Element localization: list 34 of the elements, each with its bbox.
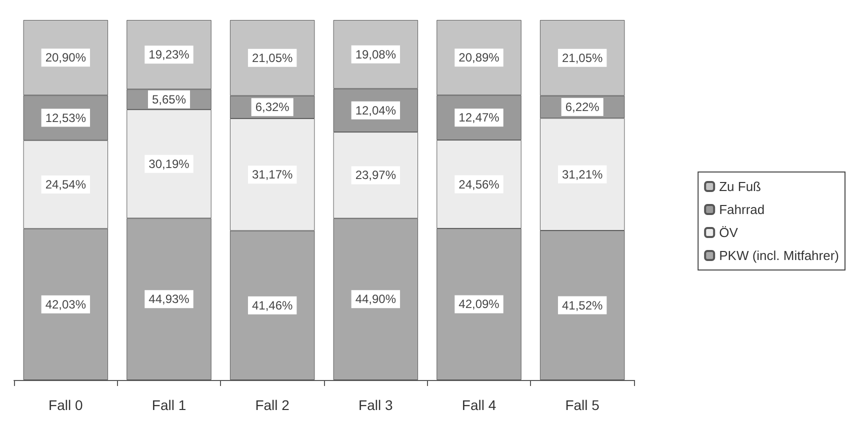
data-label: 24,54% — [45, 178, 86, 192]
x-tick-label: Fall 5 — [565, 397, 600, 413]
x-tick-label: Fall 1 — [152, 397, 186, 413]
data-label: 19,08% — [355, 47, 396, 62]
data-label: 21,05% — [562, 50, 604, 65]
data-label: 42,09% — [458, 297, 500, 312]
legend-label: PKW (incl. Mitfahrer) — [719, 248, 840, 263]
data-label: 12,04% — [355, 103, 396, 118]
x-tick-label: Fall 2 — [255, 397, 290, 413]
data-label: 6,22% — [565, 100, 600, 114]
data-label: 6,32% — [255, 100, 290, 114]
data-label: 21,05% — [252, 50, 294, 65]
legend-label: Fahrrad — [719, 202, 765, 217]
data-label: 42,03% — [45, 297, 86, 312]
data-label: 30,19% — [148, 156, 190, 171]
data-label: 12,53% — [45, 110, 86, 125]
data-label: 31,21% — [562, 167, 604, 182]
data-label: 24,56% — [458, 177, 500, 192]
data-label: 19,23% — [148, 48, 190, 62]
legend-label: ÖV — [719, 225, 738, 240]
data-label: 12,47% — [458, 110, 500, 125]
data-label: 41,52% — [562, 298, 604, 312]
x-tick-label: Fall 4 — [462, 397, 496, 413]
x-tick-label: Fall 0 — [48, 397, 83, 413]
data-label: 23,97% — [355, 168, 396, 182]
x-tick-label: Fall 3 — [358, 397, 393, 413]
data-label: 20,90% — [45, 50, 86, 65]
legend-label: Zu Fuß — [719, 179, 762, 194]
data-label: 31,17% — [252, 168, 294, 182]
data-label: 44,93% — [148, 292, 190, 306]
data-label: 44,90% — [355, 292, 396, 306]
data-label: 20,89% — [458, 50, 500, 65]
data-label: 41,46% — [252, 298, 294, 312]
data-label: 5,65% — [152, 92, 186, 106]
